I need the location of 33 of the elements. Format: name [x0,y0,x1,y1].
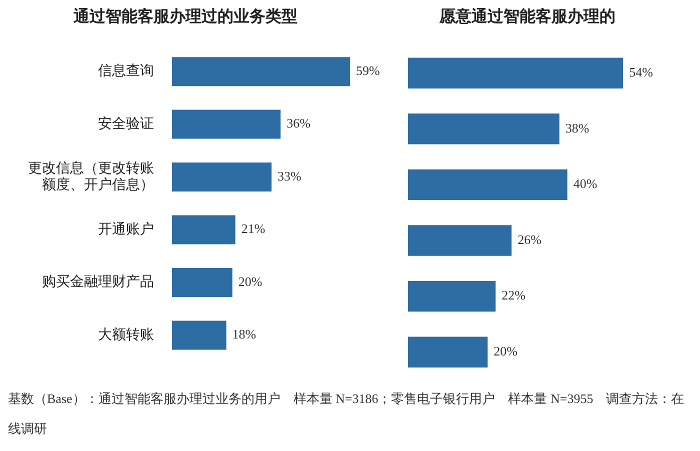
data-label: 20% [238,274,262,289]
data-label: 26% [518,232,542,247]
bar [172,215,236,244]
chart-title: 愿意通过智能客服办理的 [438,6,616,26]
bar [408,336,488,368]
text: 基数（Base）：通过智能客服办理过业务的用户 样本量 N=3186；零售电子银行用户 样本量 N=3955 调查方法：在线调研 [8,390,686,438]
y-tick-label: 信息查询 [98,63,154,80]
y-tick-label: 大额转账 [98,326,154,343]
bar [172,57,350,86]
bar [172,320,226,350]
bar [408,280,496,312]
bar [408,58,624,88]
data-label: 21% [241,221,266,236]
data-label: 36% [286,116,311,131]
bar [408,114,560,144]
data-label: 20% [494,344,518,359]
y-tick-label: 更改信息（更改转账额度、开户信息） [28,160,154,194]
bar [172,110,281,139]
y-tick-label: 购买金融理财产品 [42,274,154,290]
data-label: 22% [502,288,526,303]
y-tick-label: 开通账户 [98,221,154,238]
bar [172,162,272,192]
data-label: 18% [232,326,256,342]
bar [172,268,232,297]
y-tick-label: 安全验证 [98,116,154,132]
bar [408,225,512,256]
data-label: 33% [278,168,302,184]
data-label: 59% [356,62,380,78]
chart-title: 通过智能客服办理过的业务类型 [72,6,298,26]
data-label: 38% [565,120,590,136]
data-label: 54% [629,64,654,80]
bar [408,169,568,200]
data-label: 40% [573,176,598,192]
